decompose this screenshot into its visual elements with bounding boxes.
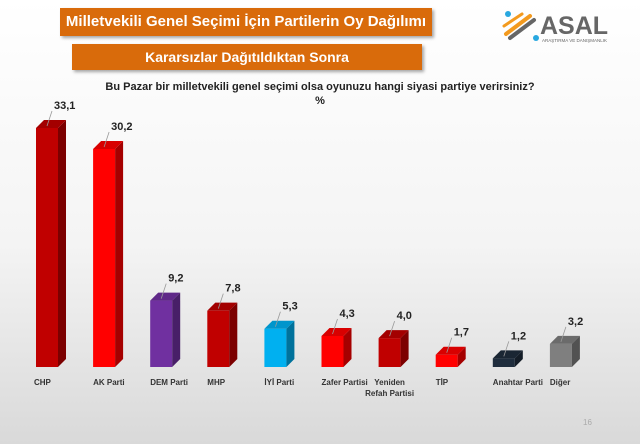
bar-top	[378, 330, 409, 339]
bar-top	[150, 292, 181, 301]
data-label: 33,1	[54, 100, 75, 112]
leader-line	[160, 283, 167, 299]
bar-top	[321, 327, 352, 336]
category-label: Yeniden Refah Partisi	[365, 378, 414, 398]
bar	[435, 354, 458, 367]
question-text: Bu Pazar bir milletvekili genel seçimi o…	[105, 81, 535, 93]
leader-line	[217, 293, 224, 309]
data-label: 5,3	[282, 301, 297, 313]
bar-side	[514, 350, 523, 367]
slide-subtitle: Kararsızlar Dağıtıldıktan Sonra	[72, 44, 422, 70]
leader-line	[446, 337, 453, 353]
category-label: TİP	[436, 378, 449, 387]
category-label: MHP	[207, 378, 225, 387]
survey-question: Bu Pazar bir milletvekili genel seçimi o…	[60, 80, 580, 108]
svg-text:ASAL: ASAL	[540, 12, 608, 40]
bar-top	[93, 140, 124, 149]
leader-line	[503, 341, 510, 357]
bar	[36, 128, 58, 367]
leader-line	[275, 311, 281, 327]
data-label: 7,8	[225, 283, 240, 295]
data-label: 4,3	[340, 308, 355, 320]
bar-side	[229, 302, 238, 367]
bar-top	[264, 320, 295, 329]
bar-side	[286, 320, 295, 367]
leader-line	[103, 131, 110, 148]
data-label: 4,0	[397, 310, 412, 322]
leader-line	[560, 326, 567, 343]
bar	[150, 300, 173, 367]
bar	[93, 148, 116, 367]
unit-label: %	[315, 95, 325, 107]
bar-side	[400, 330, 409, 367]
bar-top	[207, 302, 238, 311]
bar-side	[571, 335, 580, 367]
category-label: Anahtar Parti	[493, 378, 543, 387]
slide-title: Milletvekili Genel Seçimi İçin Partileri…	[60, 8, 432, 36]
bar-side	[343, 327, 352, 367]
data-label: 3,2	[568, 316, 583, 328]
bar	[264, 328, 287, 367]
bar-side	[457, 346, 466, 367]
leader-line	[46, 110, 53, 127]
data-label: 1,7	[454, 327, 469, 339]
svg-text:ARAŞTIRMA VE DANIŞMANLIK: ARAŞTIRMA VE DANIŞMANLIK	[542, 38, 607, 43]
category-label: Zafer Partisi	[322, 378, 368, 387]
category-label: DEM Parti	[150, 378, 188, 387]
bar-side	[115, 140, 124, 367]
bar-top	[492, 350, 523, 359]
category-label: İYİ Parti	[264, 378, 294, 387]
category-label: AK Parti	[93, 378, 125, 387]
bar	[207, 310, 230, 367]
category-label: Diğer	[550, 378, 570, 387]
asal-logo: ASAL ARAŞTIRMA VE DANIŞMANLIK	[500, 8, 630, 44]
leader-line	[332, 318, 338, 335]
bar-top	[435, 346, 466, 355]
bar-top	[549, 335, 580, 344]
data-label: 9,2	[168, 273, 183, 285]
bar	[378, 338, 401, 367]
leader-line	[389, 320, 395, 337]
bar	[492, 358, 515, 367]
bar-top	[36, 120, 66, 128]
bar-side	[58, 120, 66, 367]
bar	[549, 343, 572, 367]
data-label: 30,2	[111, 121, 132, 133]
data-label: 1,2	[511, 330, 526, 342]
bar	[321, 335, 344, 367]
page-number: 16	[583, 418, 592, 427]
bar-side	[172, 292, 181, 367]
category-label: CHP	[34, 378, 52, 387]
